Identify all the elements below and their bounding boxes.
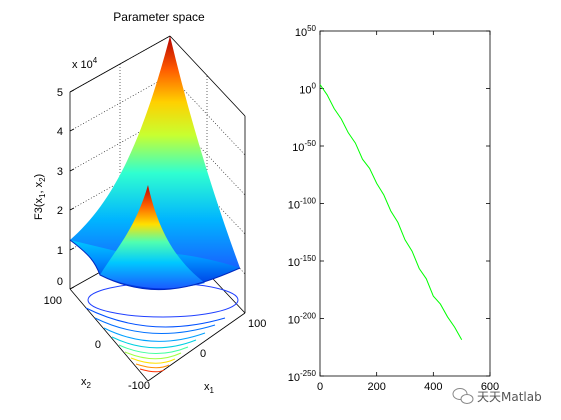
x-tick-label: 600 <box>481 381 499 393</box>
z-tick-0: 0 <box>57 276 63 288</box>
y-tick-label: 1050 <box>295 24 317 39</box>
y-tick-0: 0 <box>95 339 101 351</box>
surface-edge <box>69 239 241 291</box>
x-tick-label: 200 <box>367 381 385 393</box>
y-tick-label: 100 <box>299 82 316 97</box>
z-axis-label: F3(x1, x2) <box>33 174 47 220</box>
surface-front-peak <box>100 185 205 289</box>
wechat-icon <box>452 388 474 404</box>
surface-plot: Parameter space <box>33 10 266 395</box>
z-ticks <box>69 89 75 290</box>
surface-back-peak <box>70 36 240 272</box>
z-tick-2: 2 <box>57 205 63 217</box>
y-tick-label: 10-200 <box>288 312 317 327</box>
y-tick-label: 10-50 <box>292 139 316 154</box>
z-tick-3: 3 <box>57 166 63 178</box>
surface-title: Parameter space <box>113 10 205 24</box>
x-ticks: 0 200 400 600 <box>317 31 499 393</box>
x-axis-label: x1 <box>204 381 215 395</box>
convergence-plot: 1050 100 10-50 10-100 10-150 10-200 10-250 0 20… <box>288 24 499 393</box>
surface-floor <box>69 288 246 382</box>
y-tick-100: 100 <box>44 295 62 307</box>
x-tick-100: 100 <box>248 318 266 330</box>
z-multiplier: x 104 <box>72 56 98 71</box>
contour-projection <box>85 282 239 373</box>
y-tick-label: 10-100 <box>288 197 317 212</box>
watermark-text: 天天Matlab <box>477 390 542 404</box>
x-tick-label: 400 <box>424 381 442 393</box>
y-tick-minus100: -100 <box>128 380 150 392</box>
watermark: 天天Matlab <box>452 388 542 404</box>
series-line <box>319 84 463 341</box>
x-tick-label: 0 <box>317 381 323 393</box>
z-tick-1: 1 <box>57 245 63 257</box>
plot-frame <box>319 30 491 377</box>
y-tick-label: 10-250 <box>288 369 317 384</box>
z-tick-4: 4 <box>57 126 63 138</box>
y-tick-label: 10-150 <box>288 254 317 269</box>
y-axis-label: x2 <box>81 376 92 390</box>
x-tick-0: 0 <box>200 348 206 360</box>
z-tick-5: 5 <box>57 87 63 99</box>
